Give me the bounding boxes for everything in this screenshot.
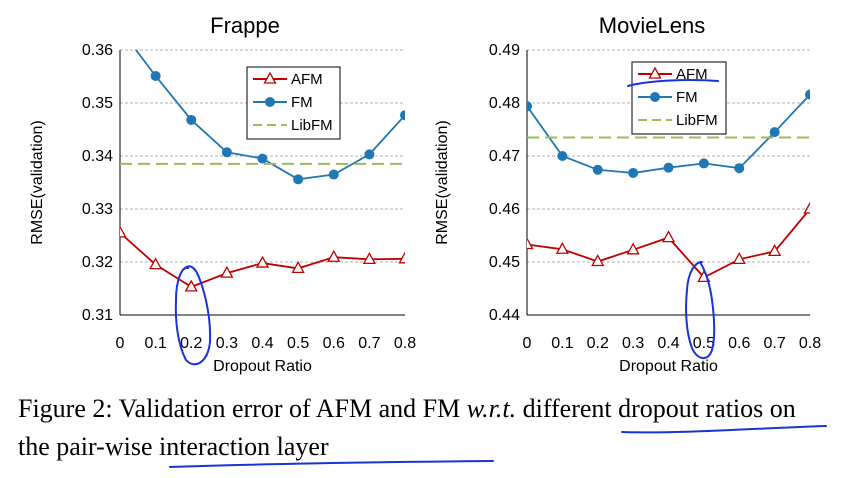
caption-wrt: w.r.t.	[467, 394, 516, 423]
data-point	[699, 158, 709, 168]
data-point	[664, 163, 674, 173]
data-point	[115, 24, 125, 34]
figure-caption: Figure 2: Validation error of AFM and FM…	[18, 390, 833, 466]
y-axis-label: RMSE(validation)	[29, 120, 46, 244]
x-tick-label: 0.3	[216, 335, 238, 352]
legend-label-libfm: LibFM	[291, 117, 333, 134]
x-tick-label: 0.8	[799, 335, 821, 352]
data-point	[258, 154, 268, 164]
y-tick-label: 0.33	[82, 201, 113, 218]
data-point	[628, 168, 638, 178]
legend: AFM FM LibFM	[632, 62, 726, 134]
x-tick-label: 0	[116, 335, 125, 352]
y-tick-label: 0.34	[82, 148, 113, 165]
chart-title: MovieLens	[599, 13, 705, 38]
y-tick-label: 0.32	[82, 254, 113, 271]
legend-marker	[265, 97, 275, 107]
x-tick-label: 0.2	[180, 335, 202, 352]
x-tick-label: 0.5	[287, 335, 309, 352]
data-point	[805, 203, 816, 213]
x-tick-label: 0.4	[251, 335, 273, 352]
y-tick-label: 0.36	[82, 42, 113, 59]
legend-label-fm: FM	[676, 89, 698, 106]
y-tick-label: 0.49	[489, 42, 520, 59]
data-point	[593, 165, 603, 175]
y-tick-label: 0.47	[489, 148, 520, 165]
legend-label-libfm: LibFM	[676, 112, 718, 129]
data-point	[663, 232, 674, 242]
data-point	[734, 163, 744, 173]
x-tick-label: 0.1	[145, 335, 167, 352]
x-tick-label: 0.7	[764, 335, 786, 352]
x-tick-label: 0.6	[323, 335, 345, 352]
x-tick-label: 0.5	[693, 335, 715, 352]
data-point	[400, 253, 411, 263]
y-tick-label: 0.45	[489, 254, 520, 271]
data-point	[770, 127, 780, 137]
data-point	[522, 239, 533, 249]
data-point	[328, 251, 339, 261]
caption-prefix: Figure 2: Validation error of AFM and FM	[18, 394, 467, 423]
data-point	[805, 90, 815, 100]
data-point	[557, 151, 567, 161]
legend-marker	[650, 92, 660, 102]
data-point	[293, 174, 303, 184]
x-tick-label: 0.3	[622, 335, 644, 352]
legend: AFM FM LibFM	[247, 67, 340, 139]
legend-label-afm: AFM	[291, 71, 323, 88]
x-tick-label: 0	[523, 335, 532, 352]
series-afm	[115, 227, 411, 291]
y-tick-label: 0.31	[82, 307, 113, 324]
legend-label-fm: FM	[291, 94, 313, 111]
data-point	[329, 170, 339, 180]
legend-label-afm: AFM	[676, 66, 708, 83]
data-point	[222, 147, 232, 157]
y-tick-label: 0.48	[489, 95, 520, 112]
data-point	[400, 110, 410, 120]
series-afm	[522, 203, 816, 281]
chart-title: Frappe	[210, 13, 280, 38]
x-tick-label: 0.8	[394, 335, 416, 352]
figure-charts: Frappe 0.31 0.32 0.33 0.34 0.35 0.36 0 0.1 0.2 0.3…	[0, 0, 842, 390]
x-tick-label: 0.6	[728, 335, 750, 352]
data-point	[151, 71, 161, 81]
y-tick-label: 0.46	[489, 201, 520, 218]
data-point	[186, 115, 196, 125]
x-axis-label: Dropout Ratio	[213, 358, 312, 375]
y-tick-label: 0.35	[82, 95, 113, 112]
x-tick-label: 0.7	[358, 335, 380, 352]
chart-panel-1: MovieLens 0.44 0.45 0.46 0.47 0.48 0.49 0 0.1 0.2…	[434, 13, 821, 375]
data-point	[522, 101, 532, 111]
chart-panel-0: Frappe 0.31 0.32 0.33 0.34 0.35 0.36 0 0.1 0.2 0.3…	[29, 13, 416, 375]
y-tick-label: 0.44	[489, 307, 520, 324]
series-line-afm	[527, 209, 810, 277]
data-point	[115, 227, 126, 237]
x-tick-label: 0.2	[587, 335, 609, 352]
x-tick-label: 0.4	[657, 335, 679, 352]
x-axis-label: Dropout Ratio	[619, 358, 718, 375]
y-axis-label: RMSE(validation)	[434, 120, 451, 244]
data-point	[364, 149, 374, 159]
x-tick-label: 0.1	[551, 335, 573, 352]
